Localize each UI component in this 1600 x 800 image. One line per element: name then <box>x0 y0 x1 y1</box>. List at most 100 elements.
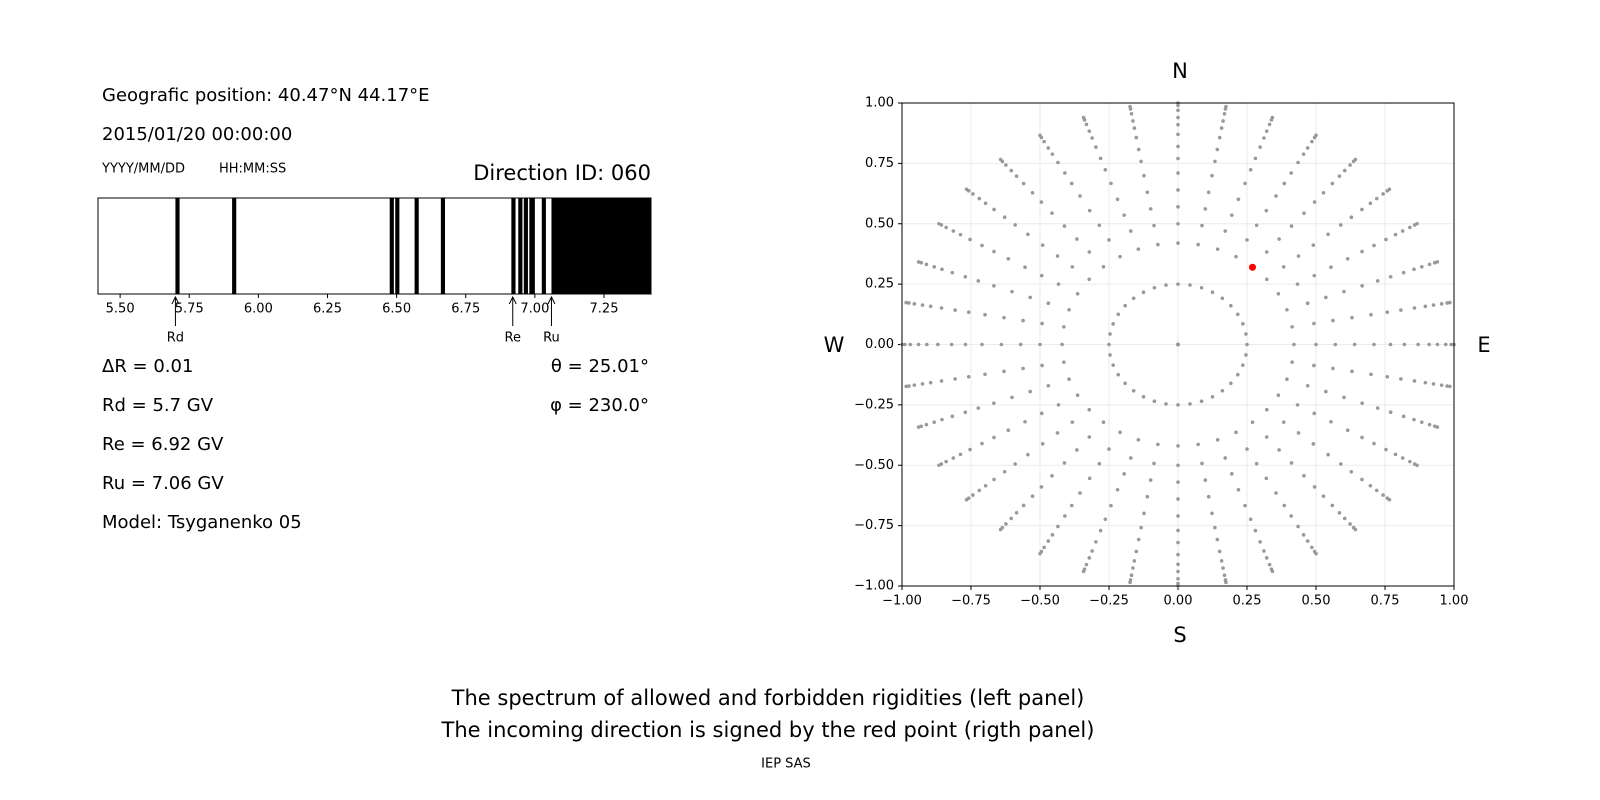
direction-point <box>1116 372 1121 377</box>
direction-point <box>1258 145 1262 149</box>
direction-point <box>924 422 929 427</box>
direction-point <box>1081 569 1086 574</box>
direction-point <box>1040 363 1044 368</box>
direction-point <box>1254 461 1259 466</box>
direction-point <box>1221 566 1225 570</box>
direction-point <box>1136 438 1141 442</box>
x-tick-label: 6.75 <box>451 302 480 317</box>
direction-point <box>1030 191 1035 195</box>
direction-point <box>1145 190 1150 195</box>
direction-point <box>1387 497 1392 502</box>
direction-point <box>928 304 933 309</box>
direction-point <box>1321 494 1326 498</box>
direction-point <box>1274 194 1278 198</box>
direction-point <box>1075 393 1080 398</box>
direction-point <box>1069 181 1074 186</box>
compass-north: N <box>1172 59 1188 83</box>
direction-point <box>1131 296 1136 301</box>
direction-point <box>1046 383 1051 388</box>
phi: φ = 230.0° <box>550 395 649 416</box>
direction-point <box>963 410 968 415</box>
direction-point <box>1002 469 1007 474</box>
y-tick-label: 0.50 <box>865 216 894 231</box>
direction-point <box>1276 291 1281 296</box>
direction-point <box>1156 242 1160 247</box>
direction-point <box>1123 381 1127 386</box>
direction-point <box>1388 342 1393 347</box>
direction-point <box>1215 247 1220 251</box>
direction-point <box>999 342 1004 347</box>
direction-point <box>1107 342 1111 347</box>
direction-point <box>1262 549 1266 553</box>
direction-point <box>1136 147 1141 152</box>
direction-point <box>1030 494 1035 498</box>
direction-point <box>1090 136 1094 140</box>
position: Geografic position: 40.47°N 44.17°E <box>102 85 430 106</box>
direction-point <box>1131 388 1136 393</box>
direction-point <box>1176 108 1180 113</box>
direction-point <box>966 310 971 315</box>
direction-point <box>1111 363 1115 367</box>
direction-point <box>1241 322 1245 326</box>
direction-point <box>1046 146 1051 150</box>
direction-point <box>1345 428 1350 433</box>
direction-point <box>992 284 996 288</box>
x-tick-label: 6.00 <box>244 302 273 317</box>
direction-point <box>1164 402 1168 406</box>
direction-point <box>1042 545 1046 550</box>
direction-point <box>932 420 937 424</box>
direction-point <box>904 384 908 389</box>
direction-point <box>1290 325 1294 329</box>
direction-point <box>1412 306 1417 310</box>
direction-point <box>1400 229 1405 233</box>
direction-point <box>1109 503 1113 508</box>
direction-point <box>1311 243 1316 247</box>
time-format: HH:MM:SS <box>219 162 286 177</box>
direction-point <box>1220 388 1225 393</box>
direction-point <box>1281 265 1286 269</box>
direction-point <box>1224 580 1228 585</box>
direction-point <box>1078 491 1082 495</box>
direction-point <box>1230 472 1234 476</box>
direction-point <box>1329 419 1333 424</box>
direction-point <box>1108 353 1112 357</box>
direction-point <box>937 463 941 468</box>
direction-point <box>1264 556 1269 560</box>
direction-point <box>1084 562 1089 567</box>
x-tick-label: 0.50 <box>1302 594 1331 609</box>
direction-point <box>1264 129 1269 133</box>
direction-point <box>1006 428 1011 433</box>
direction-point <box>1311 442 1316 446</box>
caption-line: The incoming direction is signed by the … <box>441 718 1095 742</box>
direction-point <box>1401 270 1406 275</box>
direction-point <box>1078 194 1082 198</box>
direction-point <box>1050 474 1054 478</box>
forbidden-band <box>518 198 523 294</box>
forbidden-band <box>389 198 394 294</box>
direction-point <box>1176 497 1180 501</box>
direction-point <box>1097 461 1102 466</box>
direction-point <box>924 262 929 267</box>
direction-point <box>1342 168 1347 173</box>
direction-point <box>1039 485 1044 489</box>
direction-point <box>1296 160 1300 165</box>
x-tick-label: 7.25 <box>590 302 619 317</box>
direction-point <box>1103 517 1108 522</box>
direction-point <box>998 527 1003 532</box>
x-tick-label: −0.75 <box>951 594 991 609</box>
direction-point <box>916 425 921 429</box>
direction-point <box>1292 342 1296 347</box>
direction-point <box>1342 289 1346 294</box>
x-tick-label: 1.00 <box>1440 594 1469 609</box>
direction-point <box>963 274 968 279</box>
direction-point <box>1312 485 1317 489</box>
direction-point <box>1026 452 1030 457</box>
direction-point <box>1312 200 1317 204</box>
re: Re = 6.92 GV <box>102 434 224 455</box>
direction-point <box>1046 539 1051 543</box>
direction-point <box>951 229 956 233</box>
incoming-direction <box>1249 263 1257 271</box>
y-tick-label: −0.25 <box>854 397 894 412</box>
direction-point <box>1439 302 1444 306</box>
